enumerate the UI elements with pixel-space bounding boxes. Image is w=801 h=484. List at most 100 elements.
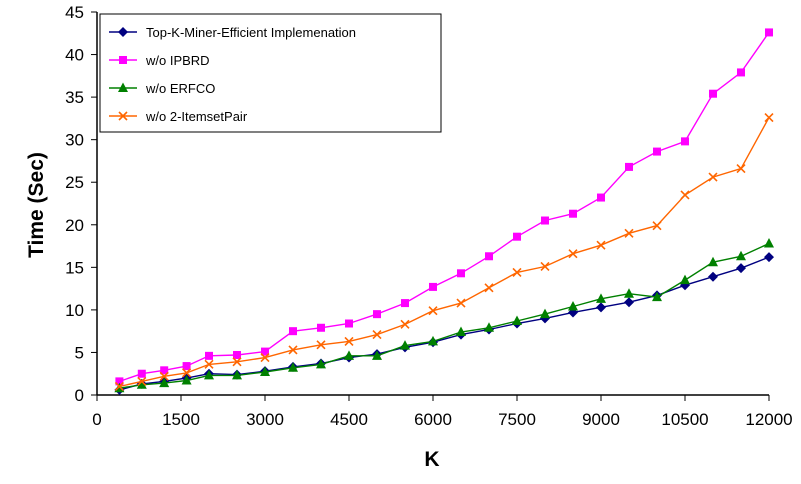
series-3 [114,112,774,392]
data-point [182,362,191,371]
series-layer [114,28,774,395]
data-point [181,375,192,385]
series-1 [115,28,773,386]
data-point [115,377,124,386]
data-point [485,252,493,261]
data-point [484,322,494,332]
legend-entry: Top-K-Miner-Efficient Implemenation [109,25,356,40]
data-point [260,352,270,363]
data-point [428,306,438,316]
legend-entry: w/o ERFCO [109,81,215,96]
data-point [709,89,717,98]
data-point [289,327,297,336]
y-tick-label: 15 [65,258,84,277]
y-tick-label: 25 [65,173,84,192]
data-point [624,288,634,298]
data-point [624,228,634,238]
data-point [373,310,381,319]
data-point [372,350,382,360]
y-tick-label: 40 [65,46,84,65]
data-point [680,274,690,285]
y-tick-label: 20 [65,216,84,235]
data-point [736,263,746,274]
data-point [540,308,550,319]
data-point [344,336,354,346]
legend-label: Top-K-Miner-Efficient Implemenation [146,25,356,40]
data-point [456,326,466,337]
data-point [401,299,409,308]
data-point [400,340,410,350]
series-2 [114,238,774,393]
data-point [232,369,242,380]
data-point [541,216,549,225]
data-point [736,250,746,261]
data-point [288,362,298,372]
data-point [513,232,521,241]
y-tick-label: 0 [75,386,84,405]
data-point [596,240,606,250]
x-tick-label: 9000 [582,410,620,429]
data-point [708,271,718,282]
legend: Top-K-Miner-Efficient Implemenation w/o I… [99,13,442,133]
data-point [625,162,633,171]
data-point [400,319,410,329]
data-point [317,323,325,332]
y-tick-label: 45 [65,3,84,22]
data-point [137,376,147,386]
x-tick-label: 1500 [162,410,200,429]
legend-box [99,13,442,133]
data-point [456,298,466,308]
y-axis-ticks: 0 5 10 15 20 25 30 35 40 45 [65,3,97,405]
legend-label: w/o IPBRD [145,53,210,68]
data-point [765,28,773,37]
y-tick-label: 5 [75,343,84,362]
data-point [372,330,382,340]
data-point [136,379,147,389]
data-point [569,209,577,218]
legend-marker [119,56,127,64]
data-point [764,238,774,248]
data-point [260,366,270,377]
data-point [316,340,326,350]
data-point [708,256,718,267]
data-point [652,221,662,231]
legend-entries: Top-K-Miner-Efficient Implemenation w/o I… [109,25,356,124]
data-point [160,366,169,375]
legend-marker [118,82,128,92]
legend-label: w/o ERFCO [145,81,215,96]
x-tick-label: 3000 [246,410,284,429]
data-point [512,267,522,278]
data-point [737,68,745,77]
legend-marker [118,111,128,121]
data-point [596,302,606,313]
x-tick-label: 6000 [414,410,452,429]
y-tick-label: 35 [65,88,84,107]
data-point [316,358,326,369]
series-line [119,117,770,388]
x-axis-ticks: 0 1500 3000 4500 6000 7500 9000 10500 12000 [92,395,793,429]
data-point [484,283,494,293]
x-tick-label: 4500 [330,410,368,429]
series-line [119,256,770,391]
data-point [429,282,437,291]
data-point [345,319,353,328]
data-point [708,172,718,182]
data-point [568,300,578,311]
data-point [288,345,298,355]
x-tick-label: 7500 [498,410,536,429]
data-point [344,350,354,360]
data-point [597,193,605,202]
data-point [159,371,169,381]
data-point [232,357,242,367]
y-tick-label: 10 [65,301,84,320]
x-axis-title: K [424,448,439,471]
data-point [653,147,661,156]
x-tick-label: 0 [92,410,101,429]
data-point [568,249,578,259]
y-tick-label: 30 [65,131,84,150]
data-point [204,359,214,369]
data-point [681,137,689,146]
data-point [540,261,550,272]
data-point [652,291,662,302]
